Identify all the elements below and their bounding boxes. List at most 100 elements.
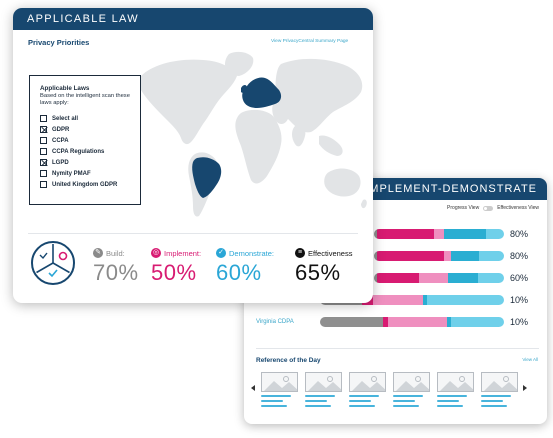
law-checkbox[interactable]	[40, 126, 47, 133]
law-checkbox[interactable]	[40, 148, 47, 155]
progress-bar	[374, 273, 504, 283]
progress-segment	[320, 317, 383, 327]
reference-thumbnail[interactable]	[393, 372, 430, 418]
progress-segment	[376, 273, 420, 283]
thumbnail-text-line	[481, 400, 503, 402]
progress-segment	[376, 251, 445, 261]
privacycentral-summary-link[interactable]: View PrivacyCentral Summary Page	[271, 39, 349, 44]
map-greenland	[225, 51, 254, 76]
metric-value: 65%	[295, 260, 341, 285]
section-divider	[256, 348, 539, 349]
progress-segment	[448, 273, 478, 283]
thumbnail-text-line	[349, 400, 371, 402]
progress-segment	[485, 229, 504, 239]
progress-segment	[479, 251, 504, 261]
thumbnail-text-line	[349, 405, 375, 407]
law-item[interactable]: CCPA Regulations	[40, 146, 131, 157]
progress-segment	[450, 251, 480, 261]
map-southeast-asia	[319, 135, 343, 156]
list-icon: ≡	[295, 248, 305, 258]
map-brazil-highlight	[192, 157, 222, 198]
view-toggle[interactable]: Progress View Effectiveness View	[447, 205, 539, 211]
progress-segment	[382, 317, 389, 327]
applicable-law-card: APPLICABLE LAW Privacy Priorities View P…	[13, 8, 373, 303]
progress-bar	[374, 229, 504, 239]
carousel-prev-arrow-icon[interactable]	[251, 385, 255, 391]
metric-label-row: ◎ Implement:	[151, 248, 201, 258]
law-item[interactable]: Nymity PMAF	[40, 168, 131, 179]
applicable-law-header: APPLICABLE LAW	[13, 8, 373, 30]
metric-label: Build:	[106, 248, 125, 258]
map-india	[292, 125, 306, 147]
view-toggle-switch[interactable]	[483, 205, 494, 211]
progress-bar	[374, 251, 504, 261]
row-percentage: 10%	[510, 317, 529, 327]
law-item[interactable]: GDPR	[40, 124, 131, 135]
check-icon: ✓	[216, 248, 226, 258]
map-uk-highlight	[241, 85, 247, 93]
metric-value: 70%	[93, 260, 139, 285]
progress-segment	[444, 251, 451, 261]
row-percentage: 60%	[510, 273, 529, 283]
law-checkbox[interactable]	[40, 181, 47, 188]
reference-thumbnail[interactable]	[349, 372, 386, 418]
thumbnail-text-line	[481, 395, 511, 397]
law-item[interactable]: United Kingdom GDPR	[40, 179, 131, 190]
metric-label-row: ✎ Build:	[93, 248, 139, 258]
thumbnail-text-line	[305, 405, 331, 407]
metric-label-row: ✓ Demonstrate:	[216, 248, 274, 258]
metric-implement: ◎ Implement: 50%	[151, 248, 201, 286]
metric-label-row: ≡ Effectiveness	[295, 248, 352, 258]
privacy-priorities-title: Privacy Priorities	[28, 38, 90, 47]
reference-thumbnail[interactable]	[305, 372, 342, 418]
thumbnail-text-line	[437, 405, 463, 407]
row-percentage: 80%	[510, 251, 529, 261]
effectiveness-view-label[interactable]: Effectiveness View	[497, 205, 539, 211]
image-placeholder-icon	[437, 372, 474, 392]
metric-value: 60%	[216, 260, 262, 285]
view-all-link[interactable]: View All	[522, 357, 538, 362]
law-item[interactable]: CCPA	[40, 135, 131, 146]
progress-view-label[interactable]: Progress View	[447, 205, 480, 211]
thumbnail-text-line	[393, 405, 419, 407]
carousel-next-arrow-icon[interactable]	[523, 385, 527, 391]
metric-build: ✎ Build: 70%	[93, 248, 139, 286]
thumbnail-text-line	[481, 405, 507, 407]
reference-thumbnail[interactable]	[437, 372, 474, 418]
law-checkbox[interactable]	[40, 170, 47, 177]
map-asia	[275, 58, 363, 133]
progress-segment	[477, 273, 504, 283]
map-middle-east	[272, 103, 289, 124]
thumbnail-text-line	[305, 395, 335, 397]
law-checkbox[interactable]	[40, 137, 47, 144]
target-icon: ◎	[151, 248, 161, 258]
applicable-laws-panel: Applicable Laws Based on the intelligent…	[29, 75, 141, 205]
map-africa	[235, 109, 282, 184]
metric-value: 50%	[151, 260, 197, 285]
image-placeholder-icon	[393, 372, 430, 392]
row-percentage: 10%	[510, 295, 529, 305]
thumbnail-text-line	[437, 395, 467, 397]
progress-segment	[444, 229, 486, 239]
progress-segment	[388, 317, 447, 327]
image-placeholder-icon	[481, 372, 518, 392]
reference-thumbnail[interactable]	[481, 372, 518, 418]
law-checkbox[interactable]	[40, 159, 47, 166]
law-label: Select all	[52, 115, 79, 122]
progress-segment	[423, 295, 427, 305]
thumbnail-text-line	[349, 395, 379, 397]
law-checkbox[interactable]	[40, 115, 47, 122]
progress-segment	[374, 229, 377, 239]
thumbnail-text-line	[305, 400, 327, 402]
reference-thumbnail[interactable]	[261, 372, 298, 418]
law-item[interactable]: Select all	[40, 113, 131, 124]
applicable-laws-subtitle: Based on the intelligent scan these laws…	[40, 93, 130, 106]
thumbnail-text-line	[261, 395, 291, 397]
law-item[interactable]: LGPD	[40, 157, 131, 168]
progress-segment	[376, 229, 434, 239]
world-map	[138, 51, 367, 217]
map-north-america	[138, 59, 237, 145]
thumbnail-text-line	[261, 405, 287, 407]
law-checklist: Select all GDPR CCPA CCPA Regulations LGPD Ny…	[40, 113, 131, 190]
law-label: United Kingdom GDPR	[52, 181, 118, 188]
